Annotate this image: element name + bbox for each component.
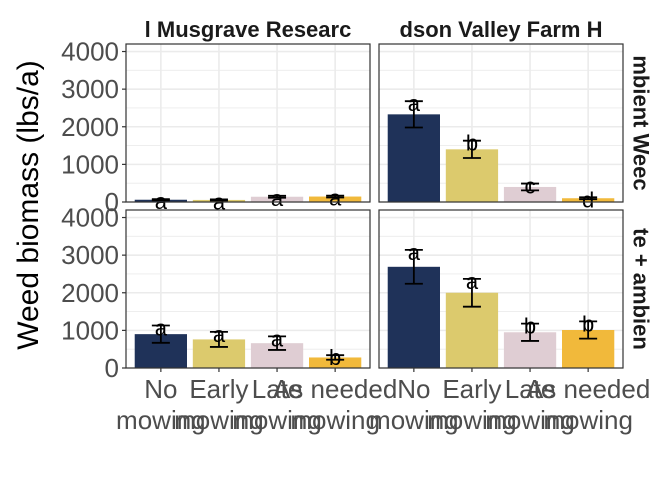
significance-letter: c <box>525 174 536 199</box>
y-tick-label: 3000 <box>61 240 119 270</box>
x-tick-label: As needed mowing <box>273 374 397 435</box>
column-strip-bg <box>379 13 623 42</box>
panel-border <box>125 43 371 203</box>
row-strip-label: mbient Weec <box>628 55 653 190</box>
significance-letter: a <box>271 186 284 211</box>
bar <box>562 198 615 202</box>
column-strip-label: dson Valley Farm H <box>400 17 603 42</box>
significance-letter: a <box>155 315 168 340</box>
bar <box>309 357 362 368</box>
panel-border <box>378 43 624 203</box>
significance-letter: b <box>329 345 341 370</box>
strips-layer: l Musgrave Researc dson Valley Farm H mbie… <box>126 13 653 350</box>
row-strip-label: te + ambien <box>628 228 653 350</box>
panel-border <box>378 209 624 369</box>
y-tick-label: 0 <box>105 353 119 383</box>
panel: a a a b <box>125 209 371 370</box>
significance-letter: b <box>466 131 478 156</box>
x-tick-label: Early mowing <box>427 374 517 435</box>
y-tick-label: 4000 <box>61 203 119 233</box>
bar <box>309 196 362 202</box>
significance-letter: a <box>466 269 479 294</box>
significance-letter: b <box>582 311 594 336</box>
significance-letter: a <box>408 91 421 116</box>
y-tick-label: 2000 <box>61 278 119 308</box>
significance-letter: a <box>271 326 284 351</box>
y-axis-title: Weed biomass (lbs/a) <box>12 60 45 350</box>
x-tick-label: As needed mowing <box>526 374 650 435</box>
significance-letter: a <box>213 322 226 347</box>
x-tick-label: Late mowing <box>232 374 322 435</box>
bar <box>503 186 557 202</box>
bar <box>387 114 440 202</box>
panel-background <box>126 44 370 202</box>
y-tick-label: 1000 <box>61 315 119 345</box>
y-tick-label: 1000 <box>61 149 119 179</box>
significance-letter: b <box>524 314 536 339</box>
panel: a a b b <box>378 209 624 369</box>
x-tick-label: Late mowing <box>485 374 575 435</box>
column-strip-bg <box>126 13 370 42</box>
y-tick-label: 3000 <box>61 74 119 104</box>
y-tick-label: 0 <box>105 187 119 217</box>
x-tick-label: No mowing <box>116 374 206 435</box>
significance-letter: a <box>329 186 342 211</box>
significance-letter: a <box>408 240 421 265</box>
y-tick-label: 2000 <box>61 112 119 142</box>
x-tick-label: Early mowing <box>174 374 264 435</box>
bar <box>250 196 304 202</box>
column-strip-label: l Musgrave Researc <box>145 17 352 42</box>
panel-border <box>125 209 371 369</box>
panel: a b c d <box>378 43 624 212</box>
significance-letter: d <box>582 187 594 212</box>
x-tick-label: No mowing <box>369 374 459 435</box>
y-tick-label: 4000 <box>61 37 119 67</box>
